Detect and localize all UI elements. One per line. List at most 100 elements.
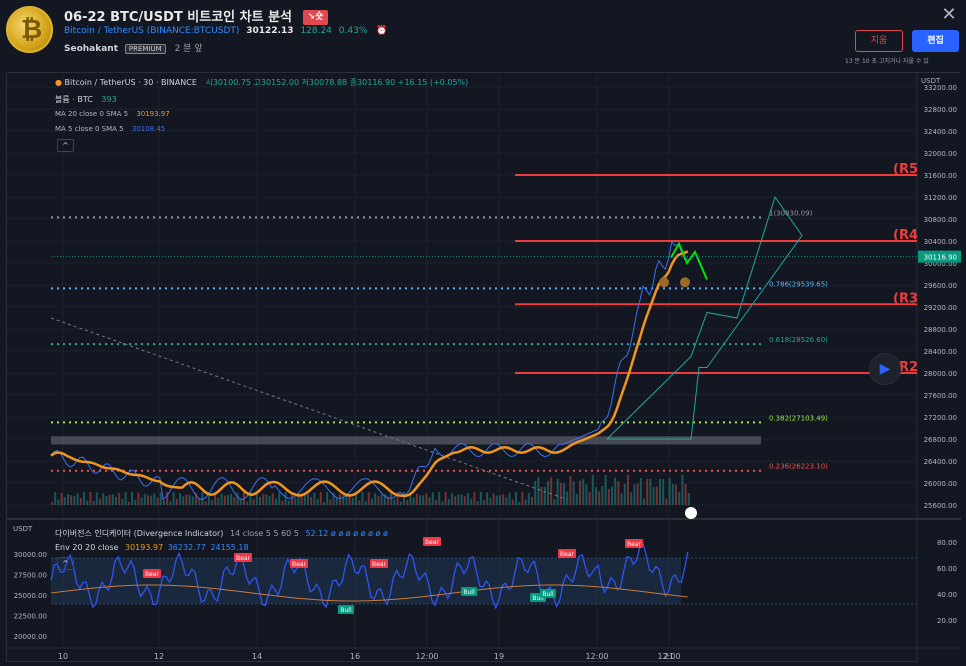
- bear-signal: [143, 569, 161, 578]
- volume-bar: [201, 492, 204, 505]
- collapse-legend-button[interactable]: ^: [57, 139, 74, 152]
- volume-bar: [329, 499, 332, 505]
- volume-bar: [153, 493, 156, 505]
- volume-bar: [217, 497, 220, 505]
- symbol-link[interactable]: Bitcoin / TetherUS (BINANCE:BTCUSDT): [64, 26, 240, 36]
- idea-title: 06-22 BTC/USDT 비트코인 차트 분석 ↘숏: [64, 6, 329, 25]
- volume-bar: [467, 493, 469, 505]
- volume-bar: [575, 493, 578, 505]
- fib-level-label: 1(30830.09): [769, 209, 813, 217]
- volume-bar: [326, 492, 329, 505]
- bear-signal-label: Bear: [627, 541, 641, 548]
- volume-bar: [361, 492, 364, 505]
- volume-bar: [665, 498, 668, 505]
- volume-bar: [127, 501, 130, 505]
- main-legend-title: Bitcoin / TetherUS · 30 · BINANCE: [64, 78, 197, 87]
- current-price-tag: [918, 250, 961, 263]
- consolidation-zone: [51, 436, 761, 445]
- volume-bar: [409, 492, 412, 505]
- volume-bar: [441, 501, 444, 505]
- volume-bar: [662, 479, 665, 505]
- volume-bar: [207, 492, 210, 505]
- price-axis-tick: 32800.00: [924, 106, 957, 114]
- volume-bar: [601, 486, 604, 505]
- current-price-value: 30116.90: [924, 254, 957, 262]
- volume-bar: [246, 501, 249, 505]
- volume-bar: [233, 497, 236, 505]
- volume-bar: [287, 500, 290, 505]
- time-axis-tick: 21: [664, 652, 674, 661]
- divergence-legend-value: 52.12 ø ø ø ø ø ø ø ø: [305, 529, 388, 538]
- volume-bar: [559, 482, 562, 505]
- collapse-lower-legend-button[interactable]: ^: [57, 557, 74, 570]
- close-icon[interactable]: ✕: [941, 4, 957, 25]
- ma20-line: [50, 250, 689, 498]
- author-avatar[interactable]: [6, 6, 53, 53]
- volume-bar: [486, 492, 489, 505]
- volume-bar: [291, 492, 293, 505]
- price-axis-tick: 26800.00: [924, 436, 957, 444]
- volume-bar: [505, 497, 508, 505]
- volume-bar: [191, 496, 194, 505]
- time-axis-tick: 10: [58, 652, 68, 661]
- volume-bar: [204, 501, 207, 505]
- play-replay-button[interactable]: ▶: [869, 353, 901, 385]
- volume-bar: [297, 493, 300, 505]
- volume-bar: [556, 478, 559, 505]
- volume-bar: [387, 496, 389, 505]
- price-axis-tick: 32400.00: [924, 128, 957, 136]
- volume-bar: [188, 494, 191, 505]
- volume-bar: [444, 492, 447, 505]
- chart-canvas[interactable]: USDT33200.0032800.0032400.0032000.003160…: [7, 73, 961, 663]
- volume-bar: [476, 501, 479, 505]
- volume-bar: [643, 498, 645, 505]
- volume-bar: [121, 499, 124, 505]
- bear-signal-label: Bear: [292, 561, 306, 568]
- volume-bar: [604, 474, 607, 505]
- volume-bar: [553, 499, 556, 505]
- resistance-label: (R5: [893, 162, 918, 177]
- volume-bar: [668, 477, 671, 505]
- bear-signal: [370, 559, 388, 568]
- lower-left-tick: 30000.00: [14, 551, 47, 559]
- volume-bar: [79, 498, 82, 505]
- volume-bar: [630, 492, 633, 505]
- volume-bar: [227, 495, 229, 505]
- symbol-change-pct: 0.43%: [338, 26, 368, 36]
- volume-bar: [595, 487, 597, 505]
- volume-bar: [483, 500, 485, 505]
- volume-bar: [51, 502, 53, 505]
- volume-bar: [534, 481, 537, 505]
- volume-bar: [300, 495, 303, 505]
- volume-bar: [140, 497, 143, 505]
- volume-bar: [166, 492, 169, 505]
- volume-bar: [83, 492, 85, 505]
- volume-bar: [521, 492, 524, 505]
- volume-bar: [252, 499, 255, 505]
- bull-signal: [338, 605, 354, 614]
- price-axis-tick: 26000.00: [924, 480, 957, 488]
- delete-button[interactable]: 지움: [855, 30, 903, 52]
- volume-bar: [118, 492, 121, 505]
- edit-button[interactable]: 편집: [912, 30, 959, 52]
- volume-bar: [332, 492, 335, 505]
- envelope-basis-value: 30193.97: [125, 543, 164, 552]
- main-legend: ● Bitcoin / TetherUS · 30 · BINANCE 시301…: [55, 77, 468, 88]
- envelope-legend: Env 20 20 close 30193.97 36232.77 24155.…: [55, 543, 249, 552]
- ohlc-values: 시30100.75 고30152.00 저30078.88 종30116.90 …: [205, 78, 469, 87]
- alarm-clock-icon[interactable]: ⏰: [376, 26, 388, 36]
- price-axis-unit: USDT: [921, 77, 941, 85]
- author-name[interactable]: Seohakant: [64, 44, 119, 54]
- lower-left-tick: 22500.00: [14, 613, 47, 621]
- bear-signal-label: Bear: [145, 571, 159, 578]
- volume-bar: [223, 495, 226, 505]
- volume-bar: [403, 492, 405, 505]
- chart-panel[interactable]: USDT 33200.00 32800.00 32400.00 32000.00 3160…: [6, 72, 961, 663]
- volume-bar: [89, 492, 92, 505]
- volume-bar: [550, 477, 553, 505]
- resistance-label: (R3: [893, 291, 918, 306]
- volume-bar: [611, 486, 613, 505]
- volume-bar: [614, 477, 617, 505]
- volume-bar: [239, 499, 242, 505]
- volume-bar: [633, 484, 636, 505]
